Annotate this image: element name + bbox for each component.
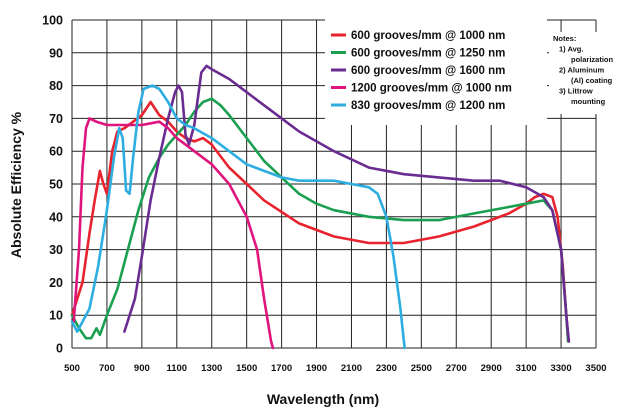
x-tick-label: 3100	[516, 363, 537, 374]
y-tick-label: 40	[49, 210, 63, 224]
series-line-4	[72, 117, 275, 350]
series-lines	[70, 64, 571, 350]
x-tick-label: 500	[64, 363, 80, 374]
series-line-1	[70, 100, 570, 343]
y-tick-label: 60	[49, 145, 63, 159]
series-line-2	[70, 97, 570, 343]
legend-label: 600 grooves/mm @ 1000 nm	[351, 30, 505, 42]
x-tick-label: 700	[99, 363, 115, 374]
notes: Notes: 1) Avg.polarization 2) Aluminum(Al)…	[553, 34, 614, 106]
y-tick-label: 50	[49, 178, 63, 192]
x-tick-label: 1700	[271, 363, 292, 374]
y-tick-label: 0	[56, 342, 63, 356]
note-line: 3) Littrow	[559, 87, 593, 96]
note-line: 2) Aluminum	[559, 66, 604, 75]
x-tick-label: 1900	[306, 363, 327, 374]
x-tick-label: 2100	[341, 363, 362, 374]
x-tick-label: 2900	[481, 363, 502, 374]
y-tick-label: 100	[42, 14, 63, 28]
notes-background	[549, 32, 615, 114]
note-line: polarization	[571, 55, 614, 64]
x-tick-label: 2700	[446, 363, 467, 374]
note-line: mounting	[571, 97, 606, 106]
y-tick-label: 30	[49, 243, 63, 257]
series-line-5	[70, 84, 406, 350]
x-tick-label: 1300	[201, 363, 222, 374]
legend-label: 1200 grooves/mm @ 1000 nm	[351, 83, 512, 95]
x-axis-title: Wavelength (nm)	[267, 391, 379, 407]
tick-labels: 500 700 900 1100 1300 1500 1700 1900 2100 2300 250…	[42, 14, 606, 375]
x-tick-label: 1500	[236, 363, 257, 374]
legend-label: 600 grooves/mm @ 1250 nm	[351, 48, 505, 60]
legend-label: 830 grooves/mm @ 1200 nm	[351, 100, 505, 112]
y-tick-label: 90	[49, 46, 63, 60]
x-tick-label: 1100	[166, 363, 187, 374]
note-line: 1) Avg.	[559, 45, 583, 54]
x-tick-label: 3500	[585, 363, 606, 374]
legend: 600 grooves/mm @ 1000 nm 600 grooves/mm @…	[331, 30, 512, 112]
y-tick-label: 20	[49, 276, 63, 290]
y-tick-label: 80	[49, 79, 63, 93]
y-tick-label: 70	[49, 112, 63, 126]
series-line-3	[123, 64, 571, 343]
note-line: (Al) coating	[571, 76, 613, 85]
legend-label: 600 grooves/mm @ 1600 nm	[351, 65, 505, 77]
y-tick-label: 10	[49, 309, 63, 323]
note-line: Notes:	[553, 34, 576, 43]
x-tick-label: 2300	[376, 363, 397, 374]
x-tick-label: 2500	[411, 363, 432, 374]
legend-background	[325, 15, 547, 125]
y-axis-title: Absolute Efficiency %	[8, 111, 24, 258]
x-tick-label: 3300	[550, 363, 571, 374]
x-tick-label: 900	[134, 363, 150, 374]
